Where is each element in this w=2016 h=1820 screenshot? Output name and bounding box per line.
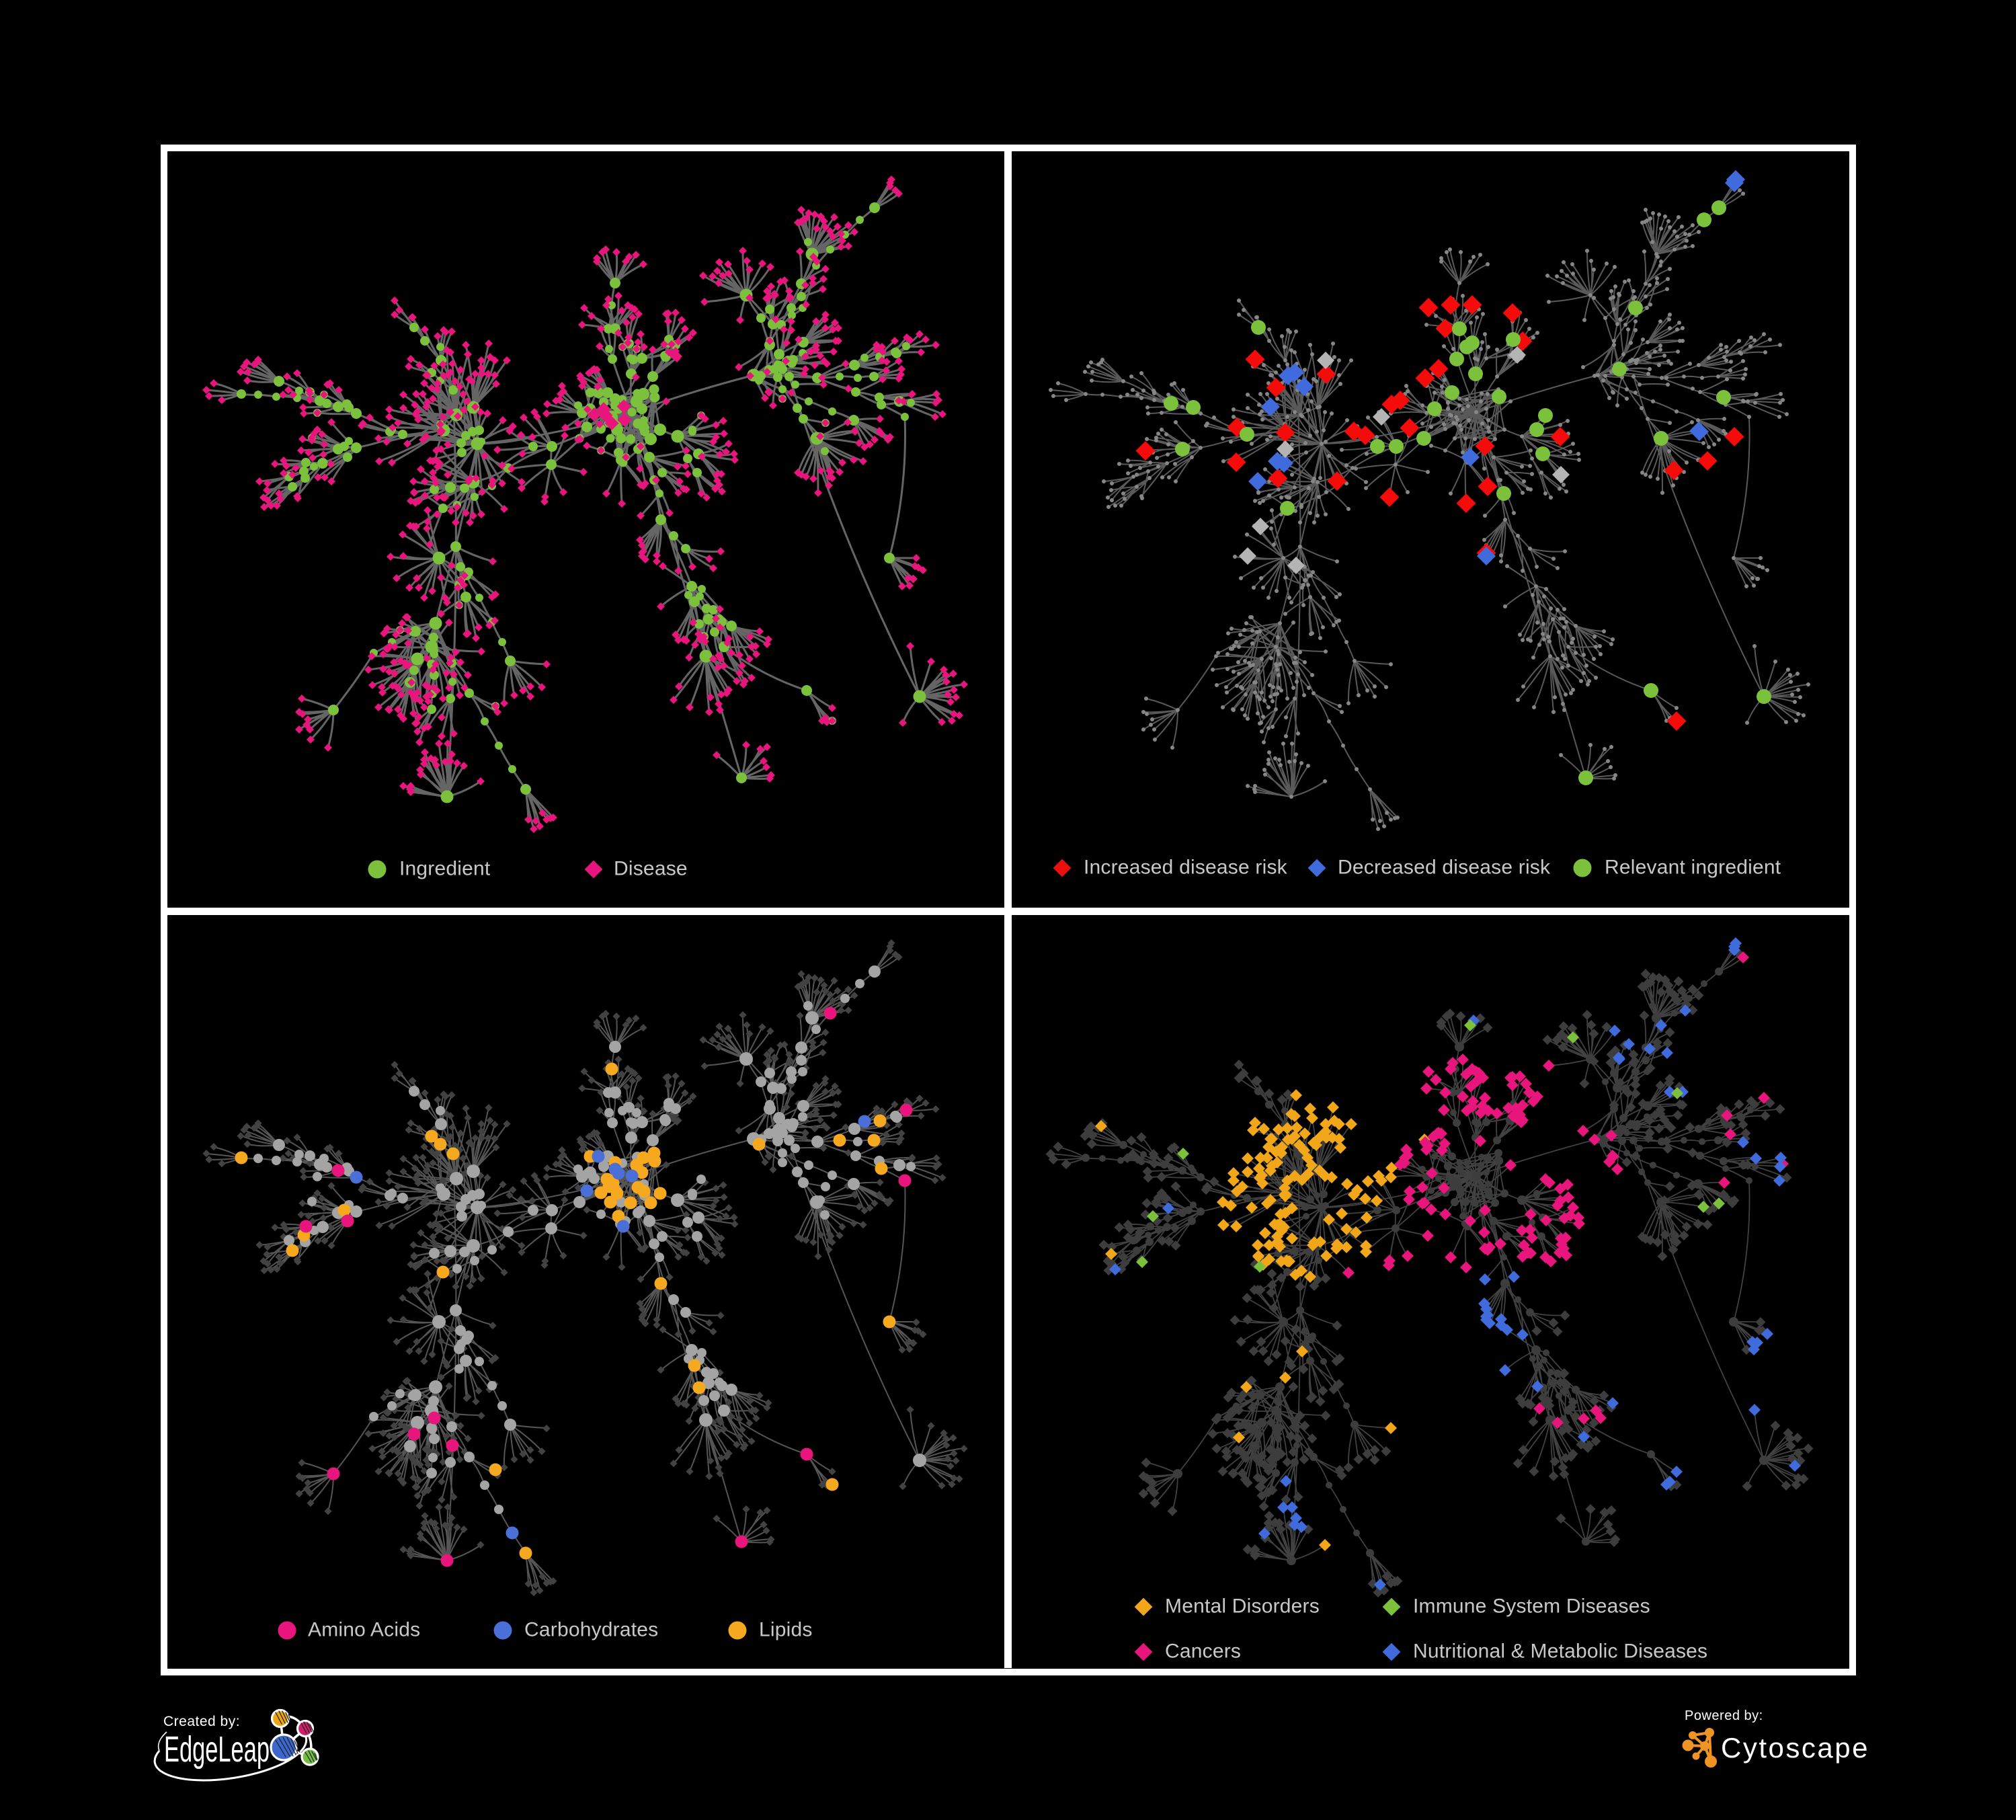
svg-text:Created by:: Created by: [163, 1714, 240, 1729]
svg-text:EdgeLeap: EdgeLeap [164, 1729, 270, 1770]
